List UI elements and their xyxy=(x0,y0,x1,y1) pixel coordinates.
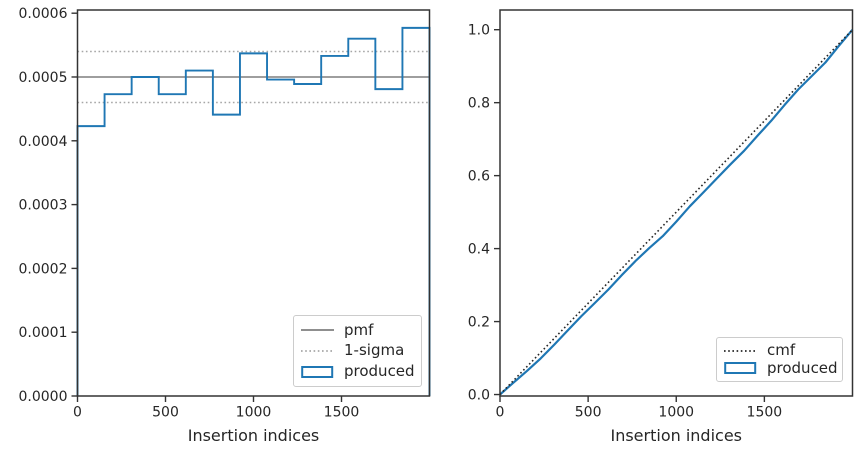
x-axis-label: Insertion indices xyxy=(188,426,320,445)
right-legend: cmf produced xyxy=(716,337,843,382)
left-legend: pmf 1-sigma produced xyxy=(293,315,422,387)
swatch-rect xyxy=(301,365,334,378)
legend-item-cmf: cmf xyxy=(724,343,836,358)
y-tick-label: 0.8 xyxy=(468,96,490,112)
x-tick-label: 500 xyxy=(152,405,179,421)
x-tick-label: 500 xyxy=(575,405,602,421)
legend-item-1-sigma: 1-sigma xyxy=(301,343,415,358)
y-tick-label: 0.0001 xyxy=(19,325,68,341)
y-tick-label: 0.0005 xyxy=(19,70,68,86)
y-tick-label: 1.0 xyxy=(468,23,490,39)
pmf-line-swatch-icon xyxy=(301,329,334,332)
cmf-dotted-line-swatch-icon xyxy=(724,349,757,352)
y-tick-label: 0.0000 xyxy=(19,389,68,405)
legend-label-produced: produced xyxy=(344,362,415,381)
y-tick-label: 0.4 xyxy=(468,242,490,258)
legend-item-produced-cdf: produced xyxy=(724,358,838,377)
legend-label-1-sigma: 1-sigma xyxy=(344,341,405,360)
y-tick-label: 0.6 xyxy=(468,169,490,185)
legend-item-pmf: pmf xyxy=(301,320,415,339)
y-tick-label: 0.0003 xyxy=(19,198,68,214)
right-plot: 0 500 1000 1500 0.0 0.2 0.4 0.6 0.8 1.0 Insertion … xyxy=(468,9,854,445)
x-tick-label: 1000 xyxy=(658,405,694,421)
left-plot: 0 500 1000 1500 0.0000 0.0001 0.0002 0.0003 0.00… xyxy=(19,6,431,445)
y-tick-label: 0.2 xyxy=(468,315,490,331)
legend-item-produced: produced xyxy=(301,364,415,379)
legend-label-cmf: cmf xyxy=(767,341,796,360)
y-tick-label: 0.0006 xyxy=(19,6,68,22)
swatch-rect xyxy=(724,362,757,375)
x-tick-label: 0 xyxy=(496,405,505,421)
legend-label-produced-cdf: produced xyxy=(767,358,838,377)
produced-step xyxy=(76,26,431,396)
x-tick-label: 1500 xyxy=(747,405,783,421)
x-axis-label: Insertion indices xyxy=(610,426,742,445)
produced-line xyxy=(499,28,854,396)
x-tick-label: 1500 xyxy=(324,405,360,421)
y-tick-label: 0.0 xyxy=(468,388,490,404)
legend-label-pmf: pmf xyxy=(344,320,374,339)
y-tick-label: 0.0004 xyxy=(19,134,68,150)
y-tick-label: 0.0002 xyxy=(19,261,68,277)
cmf-line xyxy=(499,29,854,396)
x-tick-label: 1000 xyxy=(236,405,272,421)
produced-rect-swatch-icon xyxy=(724,362,757,375)
x-tick-label: 0 xyxy=(73,405,82,421)
sigma-dotted-line-swatch-icon xyxy=(301,350,334,352)
produced-rect-swatch-icon xyxy=(301,365,334,378)
